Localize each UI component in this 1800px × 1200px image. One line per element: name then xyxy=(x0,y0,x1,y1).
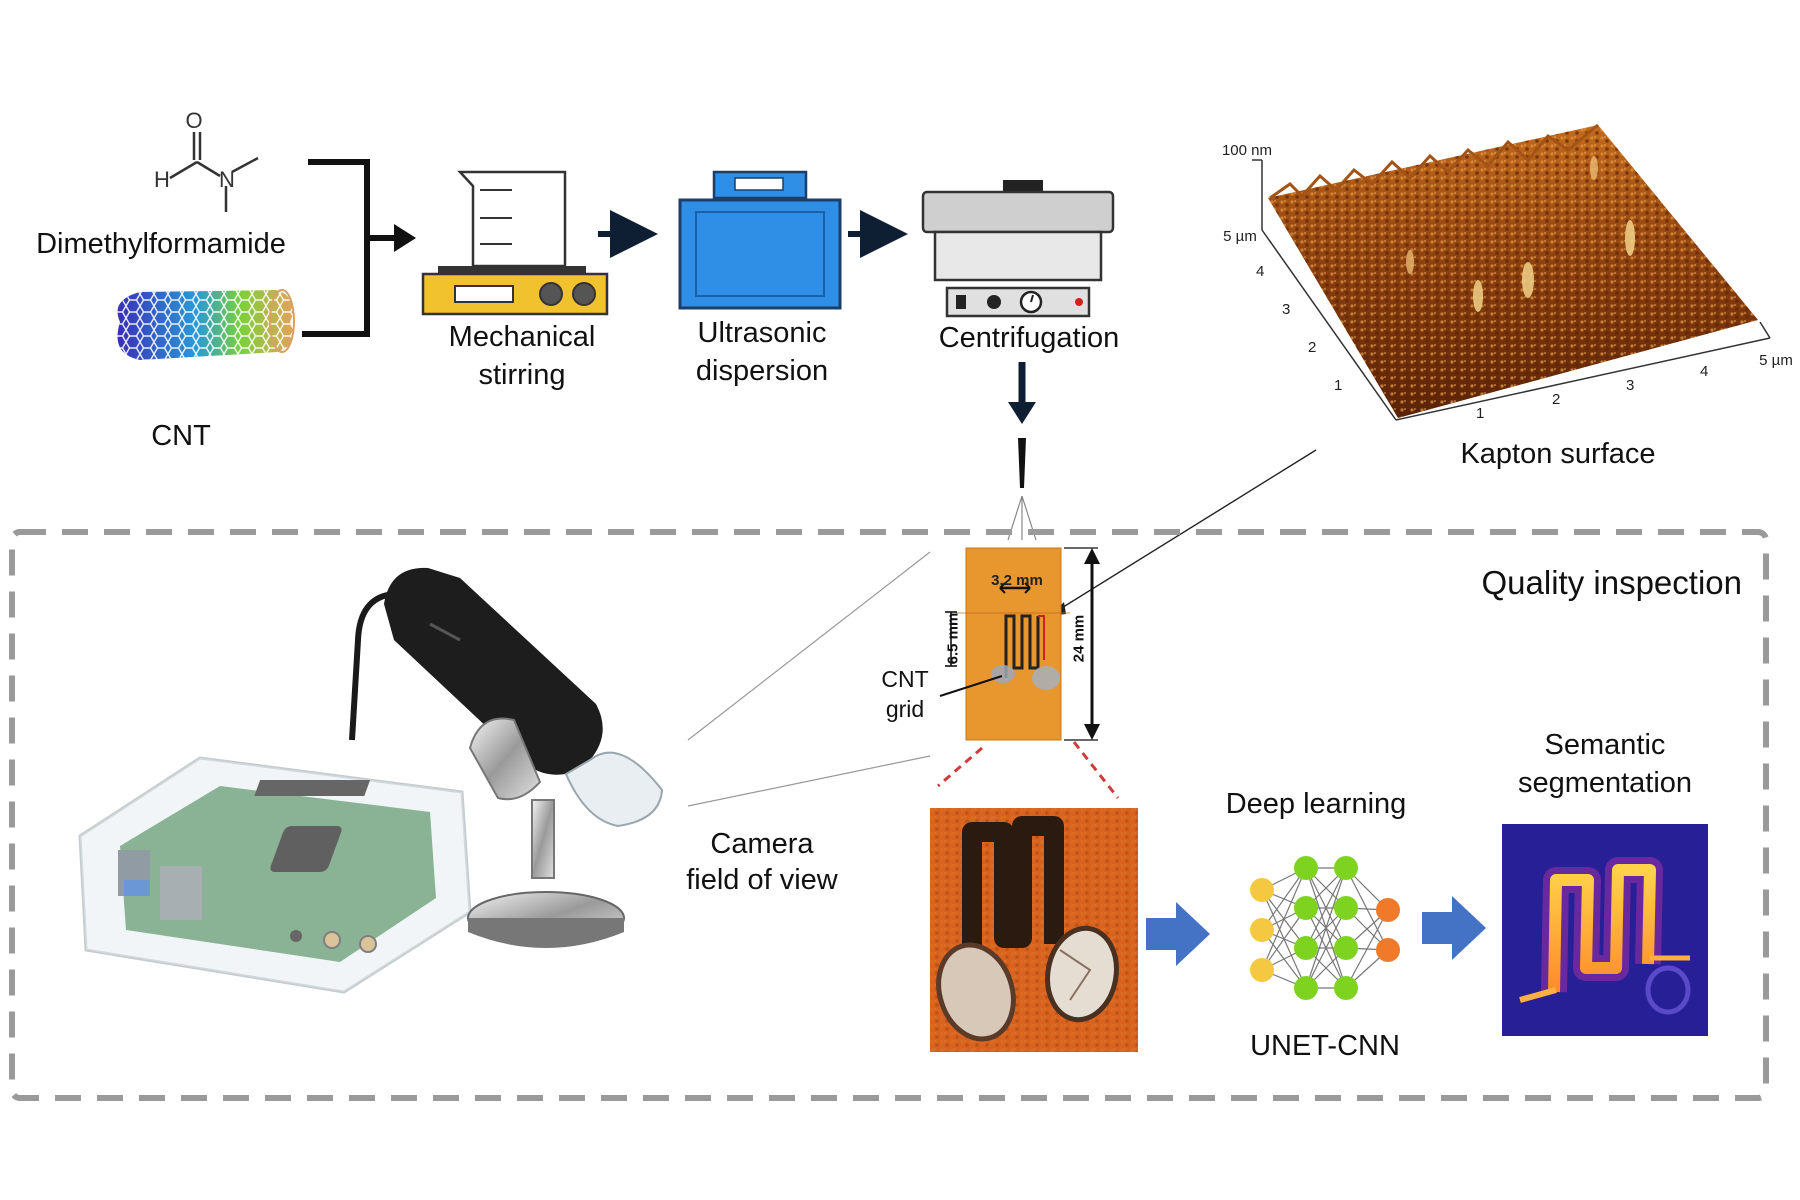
arrow-network-to-seg xyxy=(1422,896,1486,960)
dmf-molecule-icon xyxy=(169,132,259,212)
nn-node xyxy=(1334,976,1358,1000)
nn-node xyxy=(1376,898,1400,922)
merge-arrow-head xyxy=(394,224,416,252)
raspberry-pi-icon xyxy=(78,756,472,994)
nn-node xyxy=(1294,856,1318,880)
leader-fov-bottom xyxy=(687,755,931,807)
nn-edge xyxy=(1261,867,1307,931)
nn-node xyxy=(1250,878,1274,902)
sensor-length-label: 24 mm xyxy=(1070,614,1088,663)
arrow-centrifuge-down-head xyxy=(1008,402,1036,424)
nn-node xyxy=(1294,936,1318,960)
microscope-image xyxy=(930,808,1138,1052)
mechanical-stirring-label: Mechanical stirring xyxy=(448,321,596,391)
afm-y-tick: 4 xyxy=(1256,263,1264,280)
nn-node xyxy=(1376,938,1400,962)
zoom-line-right xyxy=(1072,741,1120,799)
leader-fov-top xyxy=(687,551,931,741)
afm-kapton-surface-plot xyxy=(1252,123,1771,421)
sensor-width-label: 3.2 mm xyxy=(991,572,1043,589)
nn-node xyxy=(1294,896,1318,920)
dmf-atom-o: O xyxy=(185,108,202,133)
centrifugation-label: Centrifugation xyxy=(938,322,1120,354)
afm-z-scale-label: 100 nm xyxy=(1221,142,1273,159)
nn-edge xyxy=(1305,907,1347,989)
deep-learning-label: Deep learning xyxy=(1225,788,1407,820)
segmentation-result-image xyxy=(1502,824,1708,1036)
arrow-image-to-network xyxy=(1146,902,1210,966)
unet-cnn-label: UNET-CNN xyxy=(1250,1030,1400,1062)
ultrasonic-dispersion-label: Ultrasonic dispersion xyxy=(695,317,829,387)
afm-tick-labels: 4 3 2 1 1 2 3 4 xyxy=(1256,263,1708,422)
nn-node xyxy=(1250,958,1274,982)
magnetic-stirrer-icon xyxy=(421,170,609,316)
kapton-surface-label: Kapton surface xyxy=(1460,438,1656,470)
afm-x-tick: 3 xyxy=(1626,377,1634,394)
nn-edge xyxy=(1305,867,1347,949)
quality-inspection-frame xyxy=(9,529,1769,1101)
afm-y-max-label: 5 µm xyxy=(1223,228,1257,245)
ultrasonic-bath-icon xyxy=(678,170,842,310)
nn-edge xyxy=(1261,907,1307,971)
nn-node xyxy=(1294,976,1318,1000)
zoom-line-left xyxy=(937,746,983,788)
afm-x-tick: 4 xyxy=(1700,363,1708,380)
dmf-atom-n: N xyxy=(219,167,235,192)
dmf-label: Dimethylformamide xyxy=(36,228,286,260)
nn-node xyxy=(1334,936,1358,960)
afm-x-max-label: 5 µm xyxy=(1759,352,1793,369)
leader-kapton-to-sensor xyxy=(1051,449,1317,615)
afm-y-tick: 2 xyxy=(1308,339,1316,356)
nn-edge xyxy=(1305,867,1347,989)
usb-microscope-icon xyxy=(349,567,664,948)
neural-network-icon xyxy=(1250,856,1400,1000)
nn-edge xyxy=(1261,867,1307,971)
spray-nozzle-icon xyxy=(1007,438,1037,541)
centrifuge-icon xyxy=(921,180,1115,318)
sensor-grid-height-label: 6.5 mm xyxy=(944,612,962,665)
nn-edge xyxy=(1345,909,1389,989)
dmf-atom-h: H xyxy=(154,167,170,192)
afm-y-tick: 3 xyxy=(1282,301,1290,318)
carbon-nanotube-icon xyxy=(117,289,295,360)
afm-x-tick: 1 xyxy=(1476,405,1484,422)
nn-node xyxy=(1250,918,1274,942)
afm-x-tick: 2 xyxy=(1552,391,1560,408)
semantic-segmentation-label: Semantic segmentation xyxy=(1517,729,1693,799)
merge-bracket xyxy=(302,159,370,337)
camera-fov-label: Camera field of view xyxy=(686,828,838,896)
cnt-label: CNT xyxy=(151,420,211,452)
cnt-grid-label: CNT grid xyxy=(881,666,929,722)
afm-y-tick: 1 xyxy=(1334,377,1342,394)
quality-inspection-title: Quality inspection xyxy=(1481,564,1742,601)
sensor-strip xyxy=(939,547,1100,741)
nn-node xyxy=(1334,896,1358,920)
nn-node xyxy=(1334,856,1358,880)
